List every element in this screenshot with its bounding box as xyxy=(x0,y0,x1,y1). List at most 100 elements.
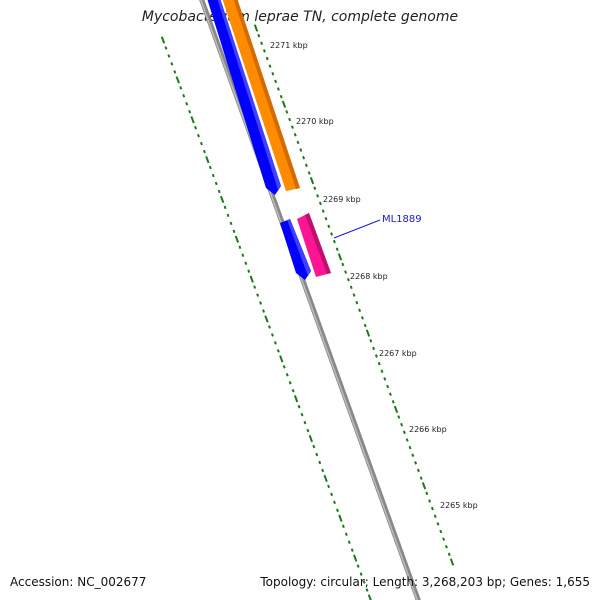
inner-tick xyxy=(282,365,286,369)
outer-tick xyxy=(388,392,392,396)
inner-tick xyxy=(182,94,186,98)
outer-tick xyxy=(419,476,423,480)
inner-tick xyxy=(367,594,372,600)
inner-tick xyxy=(211,173,215,178)
outer-tick xyxy=(355,300,359,305)
inner-tick xyxy=(323,474,328,483)
outer-tick xyxy=(444,544,448,549)
inner-tick xyxy=(312,444,316,449)
outer-tick xyxy=(276,87,280,91)
outer-tick xyxy=(344,270,348,274)
outer-tick xyxy=(332,239,336,244)
inner-tick xyxy=(234,235,240,243)
outer-tick xyxy=(360,316,364,320)
outer-tick xyxy=(377,361,381,366)
inner-tick xyxy=(238,245,242,250)
outer-tick xyxy=(425,491,429,496)
outer-tick xyxy=(313,186,317,190)
inner-tick xyxy=(232,229,236,234)
inner-tick xyxy=(315,452,319,457)
inner-tick xyxy=(333,500,336,505)
outer-tick xyxy=(400,422,404,427)
scale-label: 2268 kbp xyxy=(350,272,388,281)
cds-orange-shade xyxy=(233,0,300,189)
inner-tick xyxy=(330,492,334,497)
cds-blue-upper[interactable] xyxy=(206,0,281,195)
inner-tick xyxy=(350,548,354,552)
outer-tick xyxy=(257,33,261,38)
inner-tick xyxy=(362,580,366,584)
outer-tick xyxy=(402,430,406,435)
outer-tick xyxy=(380,369,384,374)
scale-labels: 2271 kbp 2270 kbp 2269 kbp 2268 kbp 2267 kbp… xyxy=(270,41,478,510)
outer-tick xyxy=(408,445,412,450)
inner-tick xyxy=(321,468,325,473)
inner-tick xyxy=(199,141,203,146)
outer-tick xyxy=(346,277,350,282)
inner-tick xyxy=(341,524,345,529)
outer-tick xyxy=(304,163,308,168)
inner-tick xyxy=(253,285,257,289)
outer-tick xyxy=(293,133,297,137)
outer-tick xyxy=(449,558,455,566)
outer-tick xyxy=(288,117,292,122)
outer-tick xyxy=(349,285,353,290)
outer-tick xyxy=(327,224,331,229)
inner-tick xyxy=(241,253,245,257)
inner-tick xyxy=(205,155,210,164)
outer-tick xyxy=(430,506,434,511)
inner-tick xyxy=(291,388,295,393)
outer-tick xyxy=(296,140,300,145)
outer-tick xyxy=(324,216,328,221)
outer-tick xyxy=(337,253,343,261)
inner-tick xyxy=(306,428,310,433)
inner-tick xyxy=(197,133,200,138)
inner-tick xyxy=(327,484,331,489)
inner-tick xyxy=(347,540,351,544)
cds-blue-lower[interactable] xyxy=(280,219,311,280)
scale-label: 2270 kbp xyxy=(296,117,334,126)
outer-tick xyxy=(433,514,437,518)
gene-label-ML1889[interactable]: ML1889 xyxy=(382,214,422,225)
inner-tick xyxy=(190,116,195,124)
outer-tick xyxy=(391,400,395,404)
outer-tick xyxy=(262,49,266,53)
inner-tick xyxy=(297,404,301,409)
outer-tick xyxy=(330,232,334,236)
outer-tick xyxy=(447,552,451,557)
outer-tick xyxy=(414,461,418,465)
inner-tick xyxy=(365,588,369,592)
outer-tick-ring xyxy=(253,24,455,566)
inner-tick xyxy=(256,293,260,297)
inner-tick xyxy=(259,301,263,305)
inner-tick xyxy=(249,275,254,283)
outer-tick xyxy=(365,329,371,337)
inner-tick xyxy=(293,395,299,403)
outer-tick xyxy=(397,415,401,419)
inner-tick xyxy=(267,325,271,329)
inner-tick xyxy=(273,341,277,345)
outer-tick xyxy=(302,155,306,160)
inner-tick xyxy=(160,36,166,44)
inner-tick xyxy=(247,269,251,273)
outer-tick xyxy=(307,171,311,175)
outer-tick xyxy=(316,194,320,198)
outer-tick xyxy=(253,24,259,32)
genome-backbone-highlight xyxy=(200,0,418,600)
inner-tick xyxy=(223,205,227,210)
cds-orange[interactable] xyxy=(221,0,300,191)
outer-tick xyxy=(405,438,409,442)
inner-tick xyxy=(214,181,218,186)
inner-tick xyxy=(318,460,322,465)
inner-tick xyxy=(164,46,168,50)
outer-tick xyxy=(318,201,322,206)
outer-tick xyxy=(268,64,272,68)
outer-tick xyxy=(386,384,390,389)
scale-label: 2266 kbp xyxy=(409,425,447,434)
outer-tick xyxy=(372,346,376,351)
inner-tick xyxy=(202,149,206,154)
inner-tick xyxy=(344,532,348,536)
outer-tick xyxy=(279,94,283,99)
inner-tick xyxy=(226,213,230,218)
